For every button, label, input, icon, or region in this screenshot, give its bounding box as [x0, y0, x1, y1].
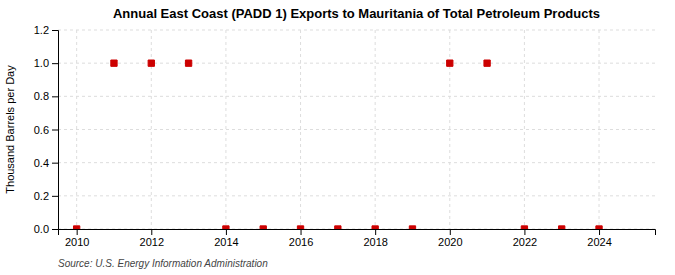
point: [521, 226, 527, 229]
tick-mark: [450, 229, 451, 235]
grid-line: [599, 30, 600, 229]
grid-line: [58, 96, 655, 97]
tick: 2016: [289, 229, 313, 248]
grid: [58, 30, 655, 229]
point: [223, 226, 229, 229]
tick: 1.2: [34, 24, 58, 36]
tick-label: 2012: [140, 236, 164, 248]
grid-line: [300, 30, 301, 229]
tick: 2020: [438, 229, 462, 248]
tick-mark: [524, 229, 525, 235]
grid-line: [225, 30, 226, 229]
grid-line: [58, 129, 655, 130]
tick: 0.2: [34, 190, 58, 202]
chart: 201020122014201620182020202220240.00.20.…: [0, 0, 675, 275]
tick-label: 0.2: [34, 190, 49, 202]
tick-mark: [52, 63, 58, 64]
tick-mark: [301, 229, 302, 235]
tick-label: 2016: [289, 236, 313, 248]
tick: 0.6: [34, 124, 58, 136]
x-axis: 2010 2012 2014 2016 2018 2020 2022 2024: [59, 229, 656, 248]
tick-label: 2020: [438, 236, 462, 248]
tick: 2024: [587, 229, 611, 248]
point: [148, 60, 154, 66]
tick-label: 2010: [65, 236, 89, 248]
point: [372, 226, 378, 229]
tick-mark: [77, 229, 78, 235]
tick-mark: [375, 229, 376, 235]
point: [409, 226, 415, 229]
tick-label: 0.4: [34, 157, 49, 169]
tick-mark: [52, 163, 58, 164]
annotation: Source: U.S. Energy Information Administ…: [58, 258, 268, 269]
tick-label: 1.2: [34, 24, 49, 36]
axis-line: [52, 31, 59, 230]
grid-line: [58, 63, 655, 64]
point: [260, 226, 266, 229]
tick-label: 2022: [513, 236, 537, 248]
tick-mark: [52, 229, 58, 230]
tick: 0.0: [34, 223, 58, 235]
point: [484, 60, 490, 66]
point: [111, 60, 117, 66]
grid-line: [76, 30, 77, 229]
tick-label: 0.0: [34, 223, 49, 235]
tick: 0.8: [34, 90, 58, 102]
point: [185, 60, 191, 66]
point: [297, 226, 303, 229]
tick: 2014: [214, 229, 238, 248]
grid-line: [524, 30, 525, 229]
point: [335, 226, 341, 229]
marks: [73, 60, 602, 229]
tick-mark: [52, 96, 58, 97]
plot: 201020122014201620182020202220240.00.20.…: [34, 24, 656, 248]
grid-line: [58, 195, 655, 196]
point: [596, 226, 602, 229]
tick-mark: [599, 229, 600, 235]
grid-line: [58, 30, 655, 31]
tick-mark: [226, 229, 227, 235]
tick-mark: [52, 130, 58, 131]
tick: 2018: [363, 229, 387, 248]
tick-label: 1.0: [34, 57, 49, 69]
title: Annual East Coast (PADD 1) Exports to Ma…: [113, 6, 600, 21]
tick: 2022: [513, 229, 537, 248]
axis-line: [59, 230, 656, 236]
tick: 2012: [140, 229, 164, 248]
tick-label: 2014: [214, 236, 238, 248]
tick: 0.4: [34, 157, 58, 169]
point: [73, 226, 79, 229]
tick: 1.0: [34, 57, 58, 69]
tick-mark: [151, 229, 152, 235]
grid-line: [58, 162, 655, 163]
tick-mark: [52, 30, 58, 31]
grid-line: [375, 30, 376, 229]
y-axis-label: Thousand Barrels per Day: [4, 65, 16, 194]
point: [559, 226, 565, 229]
tick-label: 2024: [587, 236, 611, 248]
tick: 2010: [65, 229, 89, 248]
y-axis: 0.0 0.2 0.4 0.6 0.8 1.0 1.2: [34, 24, 59, 235]
tick-label: 0.8: [34, 90, 49, 102]
tick-label: 0.6: [34, 124, 49, 136]
tick-mark: [52, 196, 58, 197]
tick-label: 2018: [363, 236, 387, 248]
point: [447, 60, 453, 66]
